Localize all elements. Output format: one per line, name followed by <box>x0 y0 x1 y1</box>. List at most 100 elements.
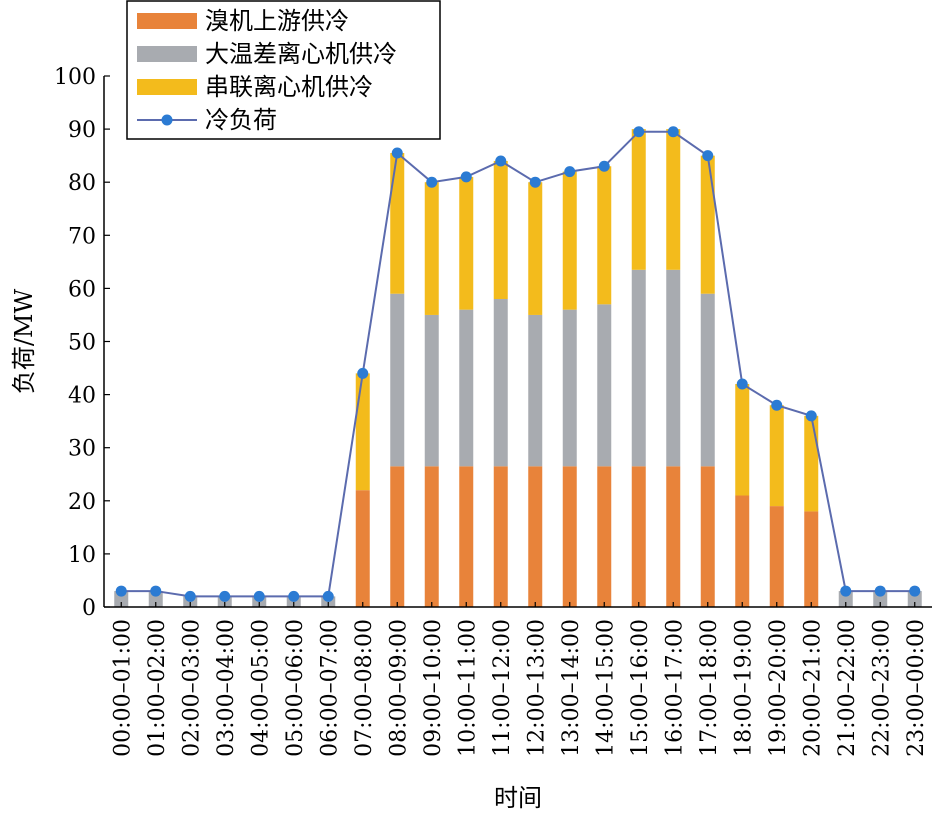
bar-2-8 <box>390 152 405 294</box>
line-point-0-10 <box>460 171 472 183</box>
line-point-0-12 <box>529 176 541 188</box>
bar-0-19 <box>769 506 784 607</box>
line-point-0-4 <box>253 590 265 602</box>
legend-swatch-marker-3 <box>161 114 173 126</box>
bar-2-10 <box>459 176 474 310</box>
y-tick-label-0: 0 <box>82 596 96 621</box>
x-tick-label-16: 16:00–17:00 <box>662 619 687 757</box>
y-tick-label-3: 30 <box>68 437 96 462</box>
line-layer <box>115 126 921 602</box>
bar-1-8 <box>390 293 405 467</box>
x-tick-label-5: 05:00–06:00 <box>283 619 308 757</box>
bar-2-13 <box>562 171 577 310</box>
y-tick-label-8: 80 <box>68 171 96 196</box>
x-tick-label-19: 19:00–20:00 <box>766 619 791 757</box>
line-point-0-8 <box>391 147 403 159</box>
line-point-0-14 <box>598 160 610 172</box>
bar-2-16 <box>666 129 681 270</box>
line-point-0-18 <box>736 378 748 390</box>
y-tick-label-10: 100 <box>54 65 96 90</box>
x-tick-label-11: 11:00–12:00 <box>490 619 515 757</box>
bar-2-11 <box>493 160 508 300</box>
bar-0-10 <box>459 466 474 607</box>
line-point-0-15 <box>633 126 645 138</box>
bars-layer <box>114 129 922 607</box>
bar-0-18 <box>735 495 750 607</box>
x-tick-label-17: 17:00–18:00 <box>697 619 722 757</box>
bar-2-9 <box>424 182 439 315</box>
bar-0-20 <box>804 511 819 607</box>
x-tick-label-1: 01:00–02:00 <box>145 619 170 757</box>
line-series-0 <box>121 130 915 598</box>
bar-1-12 <box>528 314 543 467</box>
line-point-0-5 <box>288 590 300 602</box>
line-point-0-19 <box>771 399 783 411</box>
bar-1-14 <box>597 304 612 467</box>
bar-1-13 <box>562 309 577 467</box>
bar-0-16 <box>666 466 681 607</box>
bar-2-18 <box>735 383 750 496</box>
bar-0-8 <box>390 466 405 607</box>
y-tick-label-9: 90 <box>68 118 96 143</box>
bar-2-15 <box>631 129 646 270</box>
bar-0-17 <box>700 466 715 607</box>
line-point-0-21 <box>840 585 852 597</box>
bar-2-12 <box>528 182 543 315</box>
bar-2-20 <box>804 415 819 512</box>
x-tick-label-8: 08:00–09:00 <box>386 619 411 757</box>
bar-0-9 <box>424 466 439 607</box>
line-point-0-11 <box>495 155 507 167</box>
x-tick-label-6: 06:00–07:00 <box>317 619 342 757</box>
x-tick-label-18: 18:00–19:00 <box>731 619 756 757</box>
x-tick-label-22: 22:00–23:00 <box>869 619 894 757</box>
line-point-0-23 <box>909 585 921 597</box>
y-tick-label-7: 70 <box>68 224 96 249</box>
legend-label-0: 溴机上游供冷 <box>205 7 349 35</box>
bar-1-16 <box>666 269 681 467</box>
y-tick-label-6: 60 <box>68 277 96 302</box>
legend-swatch-1 <box>137 46 197 62</box>
x-tick-label-20: 20:00–21:00 <box>800 619 825 757</box>
x-tick-label-7: 07:00–08:00 <box>352 619 377 757</box>
bar-0-12 <box>528 466 543 607</box>
x-tick-label-14: 14:00–15:00 <box>593 619 618 757</box>
x-tick-label-13: 13:00–14:00 <box>559 619 584 757</box>
x-tick-label-4: 04:00–05:00 <box>248 619 273 757</box>
line-point-0-13 <box>564 166 576 178</box>
y-axis-title: 负荷/MW <box>10 289 38 395</box>
x-axis-title: 时间 <box>494 784 542 812</box>
line-point-0-20 <box>805 410 817 422</box>
line-point-0-17 <box>702 150 714 162</box>
x-tick-label-23: 23:00–00:00 <box>904 619 929 757</box>
x-tick-label-9: 09:00–10:00 <box>421 619 446 757</box>
y-tick-label-4: 40 <box>68 384 96 409</box>
x-tick-label-12: 12:00–13:00 <box>524 619 549 757</box>
legend-label-3: 冷负荷 <box>205 106 277 134</box>
bar-1-9 <box>424 314 439 467</box>
bar-1-17 <box>700 293 715 467</box>
line-point-0-9 <box>426 176 438 188</box>
line-point-0-6 <box>322 590 334 602</box>
legend-label-2: 串联离心机供冷 <box>205 73 373 101</box>
y-tick-label-1: 10 <box>68 543 96 568</box>
line-point-0-1 <box>150 585 162 597</box>
legend-label-1: 大温差离心机供冷 <box>205 40 397 68</box>
legend-swatch-2 <box>137 79 197 95</box>
bar-0-13 <box>562 466 577 607</box>
line-point-0-22 <box>874 585 886 597</box>
bar-2-14 <box>597 166 612 305</box>
x-tick-label-15: 15:00–16:00 <box>628 619 653 757</box>
legend-swatch-0 <box>137 13 197 29</box>
bar-0-11 <box>493 466 508 607</box>
line-point-0-7 <box>357 367 369 379</box>
bar-1-10 <box>459 309 474 467</box>
x-tick-label-21: 21:00–22:00 <box>835 619 860 757</box>
x-tick-label-2: 02:00–03:00 <box>179 619 204 757</box>
bar-2-7 <box>355 373 370 491</box>
bar-0-14 <box>597 466 612 607</box>
y-tick-label-2: 20 <box>68 490 96 515</box>
bar-1-11 <box>493 299 508 467</box>
bar-2-19 <box>769 405 784 507</box>
